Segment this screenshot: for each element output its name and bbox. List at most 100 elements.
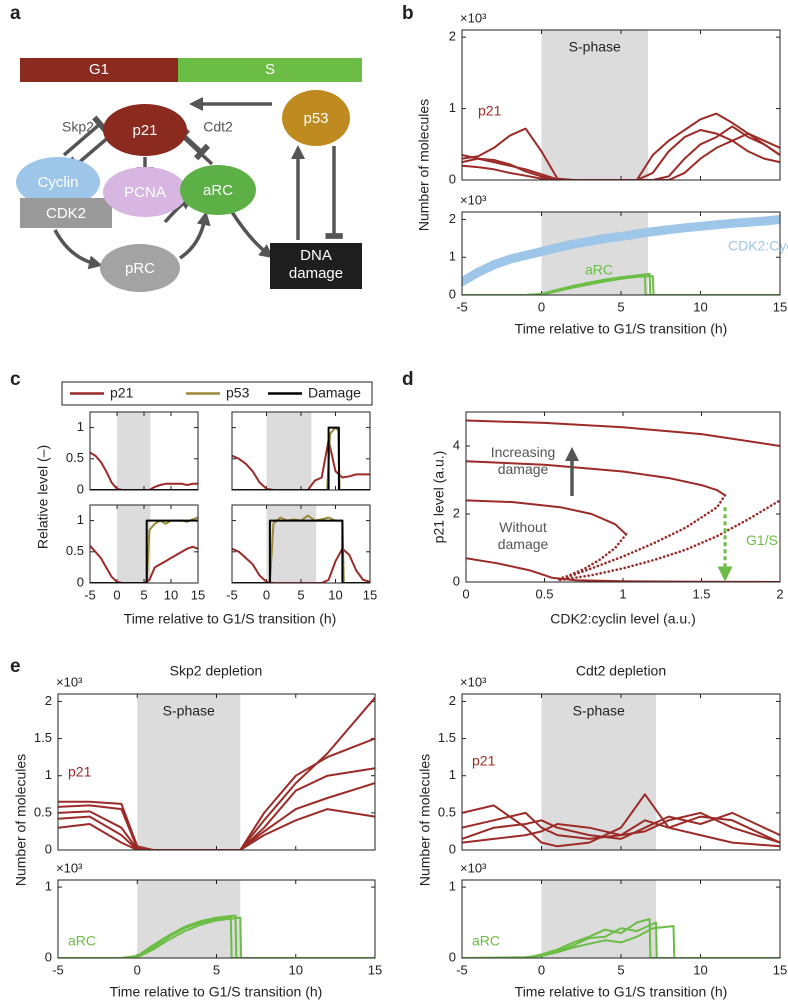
node: [100, 244, 180, 292]
shade: [541, 880, 656, 958]
panel-label: e: [10, 656, 21, 677]
panel-label: c: [10, 369, 21, 390]
node-label: CDK2: [46, 205, 86, 222]
edge-label: Skp2: [62, 119, 94, 135]
x-tick-label: 15: [773, 299, 787, 314]
line: [58, 737, 375, 850]
plot-lines: [462, 112, 780, 180]
y-tick-label: 0: [449, 841, 456, 856]
y-axis-label: Number of molecules: [417, 754, 433, 886]
edge: [230, 211, 274, 259]
y-tick-label: 1: [45, 767, 52, 782]
annotation: Increasing damage: [490, 444, 556, 477]
y-tick-label: 0: [453, 573, 460, 588]
shade: [117, 412, 151, 490]
node: [103, 104, 187, 156]
x-tick-label: 0: [538, 962, 545, 977]
y-tick-label: 2: [449, 693, 456, 708]
line: [58, 697, 375, 850]
shade: [266, 505, 317, 583]
edge: [62, 115, 108, 157]
y-tick-label: 1: [449, 879, 456, 894]
y-tick-label: 2: [45, 693, 52, 708]
y-tick-label: 1: [449, 767, 456, 782]
node: [16, 157, 100, 207]
line: [558, 499, 780, 582]
y-axis-label: Number of molecules: [13, 754, 29, 886]
line: [462, 811, 780, 844]
line: [90, 451, 198, 490]
x-tick-label: 10: [693, 962, 707, 977]
phase-label: G1: [89, 61, 109, 78]
line: [558, 494, 727, 582]
y-tick-label: 0: [449, 949, 456, 964]
x-tick-label: 5: [213, 962, 220, 977]
y-tick-label: 4: [453, 437, 460, 452]
x-axis-label: Time relative to G1/S transition (h): [515, 321, 728, 337]
series-label: CDK2:Cyclin: [728, 238, 788, 254]
multiplier: ×10³: [56, 860, 83, 875]
plot-lines: [462, 793, 780, 848]
y-tick-label: 1: [77, 419, 84, 434]
x-tick-label: 10: [693, 299, 707, 314]
y-tick-label: 0.5: [34, 804, 52, 819]
y-axis-label: p21 level (a.u.): [431, 451, 447, 544]
y-tick-label: 1: [45, 879, 52, 894]
y-tick-label: 0: [449, 171, 456, 186]
line: [462, 925, 780, 958]
x-tick-label: 5: [140, 587, 147, 602]
y-tick-label: 0: [77, 481, 84, 496]
shade: [266, 412, 312, 490]
annotation-box: Increasing damage: [490, 444, 556, 477]
plot-lines: [232, 426, 370, 490]
x-tick-label: 0.5: [535, 586, 553, 601]
node-label: pRC: [125, 260, 155, 277]
annotation: Without damage: [497, 519, 549, 552]
line: [466, 499, 627, 536]
multiplier: ×10³: [460, 860, 487, 875]
x-tick-label: 0: [538, 299, 545, 314]
x-axis-label: CDK2:cyclin level (a.u.): [550, 611, 696, 627]
node: [282, 90, 350, 146]
series-label: aRC: [472, 933, 500, 949]
line: [58, 808, 375, 850]
node-label: PCNA: [124, 184, 166, 201]
edge: [53, 229, 103, 270]
x-tick-label: 2: [776, 586, 783, 601]
node: [180, 165, 256, 215]
y-tick-label: 0.5: [438, 804, 456, 819]
x-tick-label: -5: [456, 962, 468, 977]
edge: [68, 134, 112, 174]
x-tick-label: 5: [617, 299, 624, 314]
axes-frame: [461, 693, 781, 851]
x-axis-label: Time relative to G1/S transition (h): [110, 984, 323, 1000]
band-line: [462, 215, 780, 287]
edge-label: Cdt2: [203, 119, 233, 135]
annotation-box: Without damage: [497, 519, 549, 552]
y-tick-label: 0.5: [66, 450, 84, 465]
x-tick-label: -5: [52, 962, 64, 977]
node-label-box: DNA damage: [289, 247, 343, 282]
y-tick-label: 1.5: [34, 730, 52, 745]
x-tick-label: 5: [297, 587, 304, 602]
line: [552, 576, 780, 582]
node: [103, 167, 187, 217]
line: [462, 132, 780, 180]
axes-frame: [461, 879, 781, 959]
y-tick-label: 1.5: [438, 730, 456, 745]
x-tick-label: -5: [456, 299, 468, 314]
chart-title: Cdt2 depletion: [576, 663, 666, 679]
chart-title: Skp2 depletion: [170, 663, 263, 679]
plot-lines: [462, 918, 780, 958]
line: [466, 460, 726, 497]
x-tick-label: 0: [263, 587, 270, 602]
axes-frame: [231, 504, 371, 584]
y-tick-label: 1: [77, 512, 84, 527]
line: [90, 519, 198, 583]
axes-frame: [465, 411, 781, 583]
node-label: p21: [132, 122, 157, 139]
axes-frame: [461, 211, 781, 296]
axes-frame: [57, 693, 376, 851]
x-tick-label: 10: [328, 587, 342, 602]
